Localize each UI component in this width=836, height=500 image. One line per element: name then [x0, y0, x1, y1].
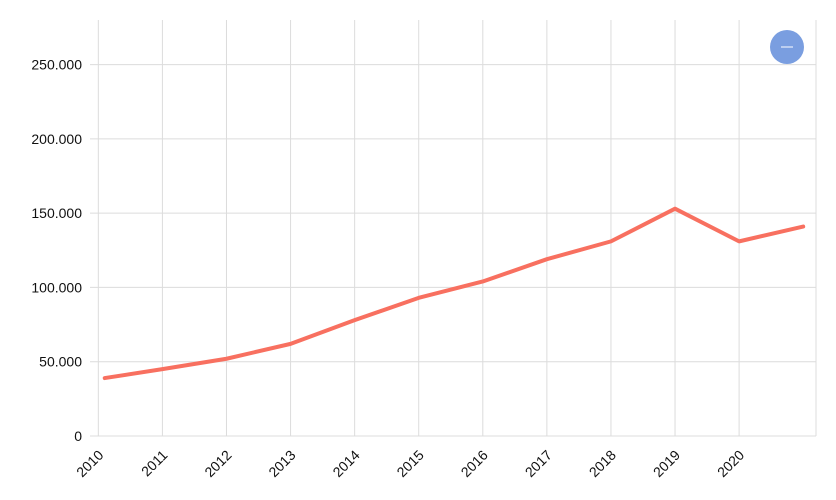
y-tick-label: 100.000	[31, 279, 82, 295]
x-tick-label: 2011	[138, 447, 171, 480]
x-tick-label: 2010	[73, 447, 106, 480]
y-tick-label: 0	[74, 428, 82, 444]
grid	[90, 20, 817, 437]
y-tick-label: 250.000	[31, 57, 82, 73]
x-axis: 2010 2011 2012 2013 2014 2015 2016 2017 2018 2019…	[73, 447, 747, 480]
series-line	[102, 206, 806, 381]
x-tick-label: 2020	[714, 447, 747, 480]
x-tick-label: 2015	[393, 447, 426, 480]
y-tick-label: 150.000	[31, 205, 82, 221]
x-tick-label: 2014	[329, 447, 362, 480]
x-tick-label: 2017	[522, 447, 555, 480]
zoom-out-button[interactable]	[770, 30, 804, 64]
x-tick-label: 2018	[586, 447, 619, 480]
y-axis: 0 50.000 100.000 150.000 200.000 250.000	[31, 57, 82, 444]
x-tick-label: 2013	[265, 447, 298, 480]
x-tick-label: 2016	[458, 447, 491, 480]
series-layer	[102, 206, 806, 381]
y-tick-label: 50.000	[39, 354, 82, 370]
y-tick-label: 200.000	[31, 131, 82, 147]
x-tick-label: 2012	[201, 447, 234, 480]
x-tick-label: 2019	[650, 447, 683, 480]
